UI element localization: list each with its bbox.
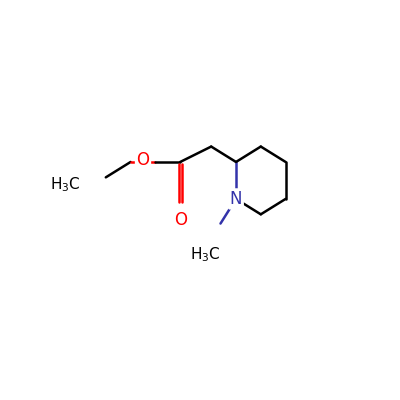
Text: O: O xyxy=(136,152,150,170)
Text: H$_3$C: H$_3$C xyxy=(190,245,220,264)
Text: N: N xyxy=(230,190,242,208)
Text: O: O xyxy=(174,211,187,229)
Text: H$_3$C: H$_3$C xyxy=(50,176,81,194)
